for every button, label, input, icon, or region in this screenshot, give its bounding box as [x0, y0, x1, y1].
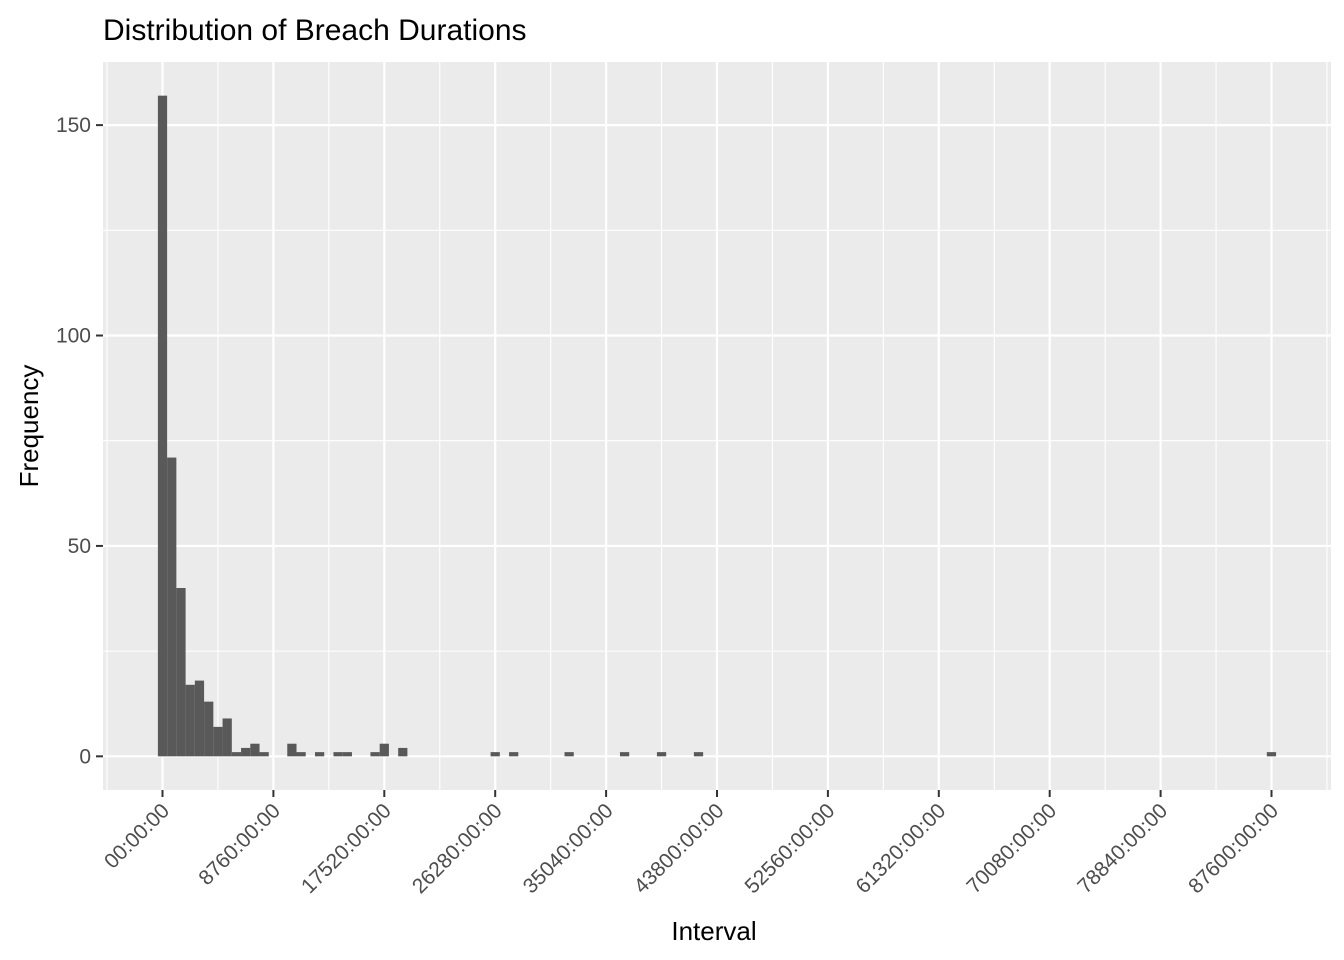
x-tick-label: 70080:00:00 — [962, 799, 1061, 898]
x-tick-label: 26280:00:00 — [408, 799, 507, 898]
x-tick-label: 00:00:00 — [100, 799, 174, 873]
histogram-bar — [509, 752, 519, 757]
x-axis-title: Interval — [671, 916, 756, 946]
x-tick-label: 17520:00:00 — [297, 799, 396, 898]
histogram-bar — [490, 752, 500, 757]
histogram-bar — [176, 588, 186, 757]
histogram-bar — [259, 752, 269, 757]
histogram-bar — [250, 743, 260, 757]
major-gridlines — [103, 62, 1331, 790]
y-tick-label: 150 — [56, 114, 91, 137]
histogram-bar — [213, 726, 223, 757]
y-tick-label: 100 — [56, 325, 91, 348]
histogram-bar — [241, 747, 251, 757]
histogram-bar — [370, 752, 380, 757]
y-tick-label: 0 — [79, 745, 91, 768]
histogram-bar — [564, 752, 574, 757]
histogram-bar — [314, 752, 325, 757]
histogram-bar — [398, 747, 408, 757]
x-tick-label: 52560:00:00 — [741, 799, 840, 898]
histogram-bar — [194, 680, 205, 757]
x-tick-label: 35040:00:00 — [519, 799, 618, 898]
histogram-bar — [167, 457, 177, 757]
histogram-bar — [333, 752, 343, 757]
chart-title: Distribution of Breach Durations — [103, 14, 527, 47]
histogram-bar — [222, 718, 232, 757]
histogram-bar — [379, 743, 389, 757]
x-tick-label: 87600:00:00 — [1184, 799, 1283, 898]
x-tick-label: 43800:00:00 — [630, 799, 729, 898]
histogram-bar — [693, 752, 704, 757]
x-tick-label: 8760:00:00 — [194, 799, 285, 890]
histogram-bar — [204, 701, 214, 757]
histogram-bar — [656, 752, 667, 757]
histogram-bar — [157, 95, 168, 757]
histogram-bar — [296, 752, 306, 757]
x-axis: 00:00:00 8760:00:00 17520:00:00 26280:00:00… — [100, 790, 1283, 898]
x-tick-label: 78840:00:00 — [1073, 799, 1172, 898]
histogram-bar — [185, 684, 195, 757]
y-axis: 0 50 100 150 — [56, 114, 103, 768]
y-tick-label: 50 — [68, 535, 91, 558]
histogram-bar — [619, 752, 630, 757]
x-tick-label: 61320:00:00 — [851, 799, 950, 898]
histogram-bar — [342, 752, 352, 757]
histogram-bar — [231, 752, 242, 757]
histogram-bar — [1266, 752, 1277, 757]
y-axis-title: Frequency — [14, 365, 44, 488]
histogram-bar — [287, 743, 297, 757]
histogram-bars — [157, 95, 1277, 757]
